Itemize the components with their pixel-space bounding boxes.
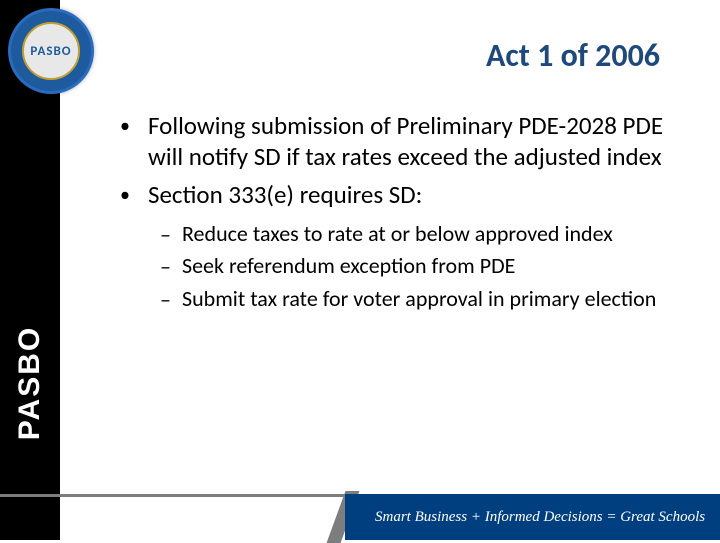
footer: Smart Business + Informed Decisions = Gr… (0, 494, 720, 540)
bullet-level2: – Reduce taxes to rate at or below appro… (160, 220, 680, 249)
footer-banner: Smart Business + Informed Decisions = Gr… (345, 494, 720, 540)
bullet-marker: • (120, 110, 148, 139)
bullet-text: Submit tax rate for voter approval in pr… (182, 285, 680, 313)
bullet-level2: – Submit tax rate for voter approval in … (160, 285, 680, 314)
content-area: • Following submission of Preliminary PD… (120, 110, 680, 317)
sidebar-brand-text: PASBO (13, 326, 47, 440)
bullet-text: Section 333(e) requires SD: (148, 179, 680, 210)
slide-title: Act 1 of 2006 (486, 36, 660, 75)
bullet-marker: – (160, 220, 182, 249)
bullet-text: Following submission of Preliminary PDE-… (148, 110, 680, 173)
sub-bullet-group: – Reduce taxes to rate at or below appro… (120, 220, 680, 314)
seal-inner-badge: PASBO (22, 22, 80, 80)
bullet-level2: – Seek referendum exception from PDE (160, 252, 680, 281)
footer-tagline: Smart Business + Informed Decisions = Gr… (375, 509, 705, 526)
bullet-level1: • Following submission of Preliminary PD… (120, 110, 680, 173)
bullet-marker: – (160, 285, 182, 314)
bullet-marker: • (120, 179, 148, 208)
logo-seal: PASBO (8, 8, 94, 94)
bullet-text: Reduce taxes to rate at or below approve… (182, 220, 680, 248)
bullet-level1: • Section 333(e) requires SD: (120, 179, 680, 210)
seal-outer-ring: PASBO (8, 8, 94, 94)
bullet-marker: – (160, 252, 182, 281)
bullet-text: Seek referendum exception from PDE (182, 252, 680, 280)
